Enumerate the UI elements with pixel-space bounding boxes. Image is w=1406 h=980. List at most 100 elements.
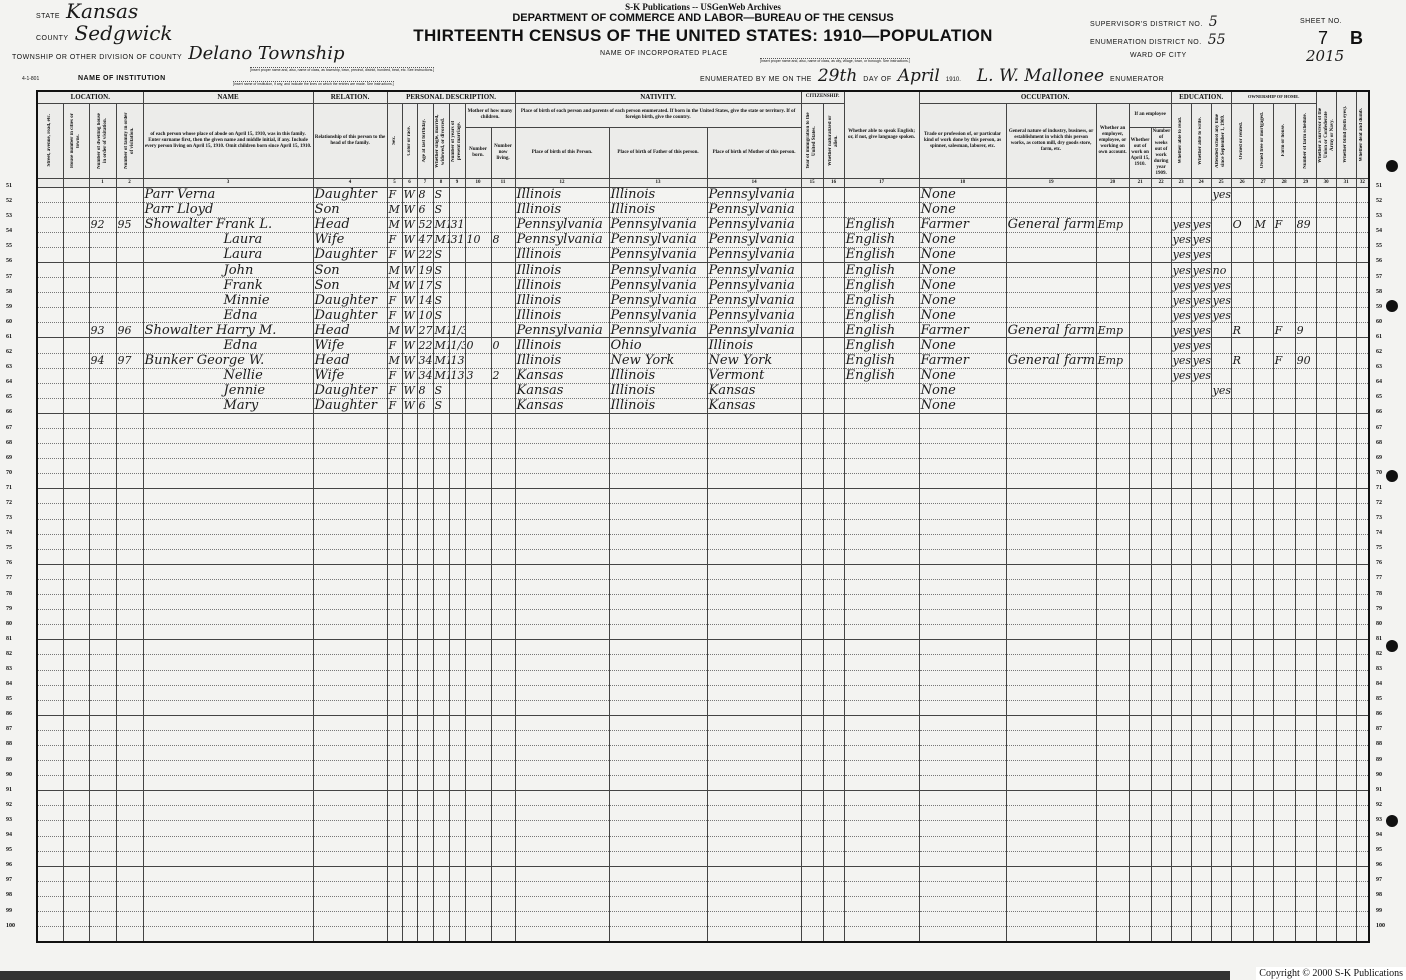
cell-read: yes (1170, 368, 1192, 384)
table-row: Frank Son M W 17 S Illinois Pennsylvania Pennsyl… (36, 277, 1370, 294)
cell-born (464, 202, 492, 218)
cell-born (464, 292, 492, 309)
cell-schedule (1294, 836, 1317, 852)
cell-free (1252, 503, 1274, 520)
header-street: Street, avenue, road, etc. (36, 102, 64, 179)
cell-relation (312, 549, 388, 565)
cell-employer (1095, 202, 1130, 218)
cell-birth: Kansas (514, 368, 610, 384)
cell-age (416, 820, 434, 837)
cell-sex (386, 519, 403, 535)
cell-write (1190, 534, 1212, 550)
cell-write (1190, 187, 1212, 203)
cell-father (608, 519, 708, 535)
cell-immigration (800, 443, 824, 460)
cell-street (36, 775, 64, 792)
cell-color (401, 488, 418, 505)
cell-name: Bunker George W. (142, 353, 314, 369)
cell-write (1190, 202, 1212, 218)
cell-immigration (800, 836, 824, 852)
cell-street (36, 805, 64, 822)
cell-industry (1005, 896, 1097, 913)
line-number: 94 (6, 832, 12, 839)
punch-hole (1386, 640, 1398, 652)
cell-born (464, 262, 492, 279)
line-number: 98 (1376, 892, 1382, 899)
cell-father (608, 594, 708, 611)
cell-language (843, 715, 920, 731)
cell-employer (1095, 277, 1130, 294)
cell-birth (514, 534, 610, 550)
cell-employer (1095, 549, 1130, 565)
cell-sex (386, 428, 403, 445)
cell-employer (1095, 187, 1130, 203)
cell-immigration (800, 790, 824, 807)
cell-birth (514, 579, 610, 596)
cell-language (843, 428, 920, 445)
cell-naturalized (822, 805, 845, 822)
cell-living (490, 202, 516, 218)
cell-weeks (1150, 851, 1172, 867)
cell-blind (1335, 337, 1357, 354)
cell-language (843, 820, 920, 837)
cell-veteran (1315, 805, 1337, 822)
header-relation-text: Relationship of this person to the head … (312, 102, 388, 179)
cell-father (608, 579, 708, 596)
line-number: 74 (1376, 530, 1382, 537)
cell-house (62, 337, 90, 354)
cell-living (490, 503, 516, 520)
cell-naturalized (822, 202, 845, 218)
cell-age (416, 609, 434, 626)
cell-street (36, 413, 64, 430)
cell-industry (1005, 639, 1097, 656)
cell-naturalized (822, 639, 845, 656)
cell-school (1210, 232, 1232, 248)
cell-immigration (800, 564, 824, 580)
line-number: 74 (6, 530, 12, 537)
cell-family (115, 187, 144, 203)
cell-street (36, 292, 64, 309)
cell-free (1252, 926, 1274, 943)
cell-age (416, 639, 434, 656)
cell-born (464, 579, 492, 596)
cell-school (1210, 519, 1232, 535)
cell-years (448, 685, 466, 701)
cell-relation: Wife (312, 337, 388, 354)
cell-language: English (843, 247, 920, 263)
cell-school (1210, 428, 1232, 445)
cell-living (490, 836, 516, 852)
cell-naturalized (822, 730, 845, 746)
cell-read (1170, 836, 1192, 852)
cell-dwelling (88, 760, 117, 777)
cell-owned (1230, 292, 1254, 309)
cell-weeks (1150, 911, 1172, 928)
cell-born (464, 383, 492, 399)
line-number: 59 (1376, 303, 1382, 310)
cell-language (843, 836, 920, 852)
cell-farm (1272, 609, 1296, 626)
cell-color: W (401, 202, 418, 218)
cell-birth (514, 564, 610, 580)
cell-mother (706, 881, 802, 897)
cell-family (115, 428, 144, 445)
cell-years (448, 383, 466, 399)
cell-out_of_work (1128, 654, 1152, 671)
cell-weeks (1150, 609, 1172, 626)
cell-read: yes (1170, 307, 1192, 324)
cell-owned (1230, 443, 1254, 460)
cell-living (490, 307, 516, 324)
line-number: 54 (1376, 228, 1382, 235)
cell-age (416, 715, 434, 731)
cell-father: Illinois (608, 398, 708, 414)
cell-out_of_work (1128, 639, 1152, 656)
cell-age: 19 (416, 262, 434, 279)
cell-out_of_work (1128, 458, 1152, 475)
cell-birth (514, 685, 610, 701)
cell-father: New York (608, 353, 708, 369)
institution-note: [Insert name of institution, if any, and… (233, 81, 394, 86)
cell-name (142, 534, 314, 550)
cell-naturalized (822, 488, 845, 505)
cell-write (1190, 760, 1212, 777)
cell-industry: General farm (1005, 217, 1097, 233)
cell-free (1252, 881, 1274, 897)
